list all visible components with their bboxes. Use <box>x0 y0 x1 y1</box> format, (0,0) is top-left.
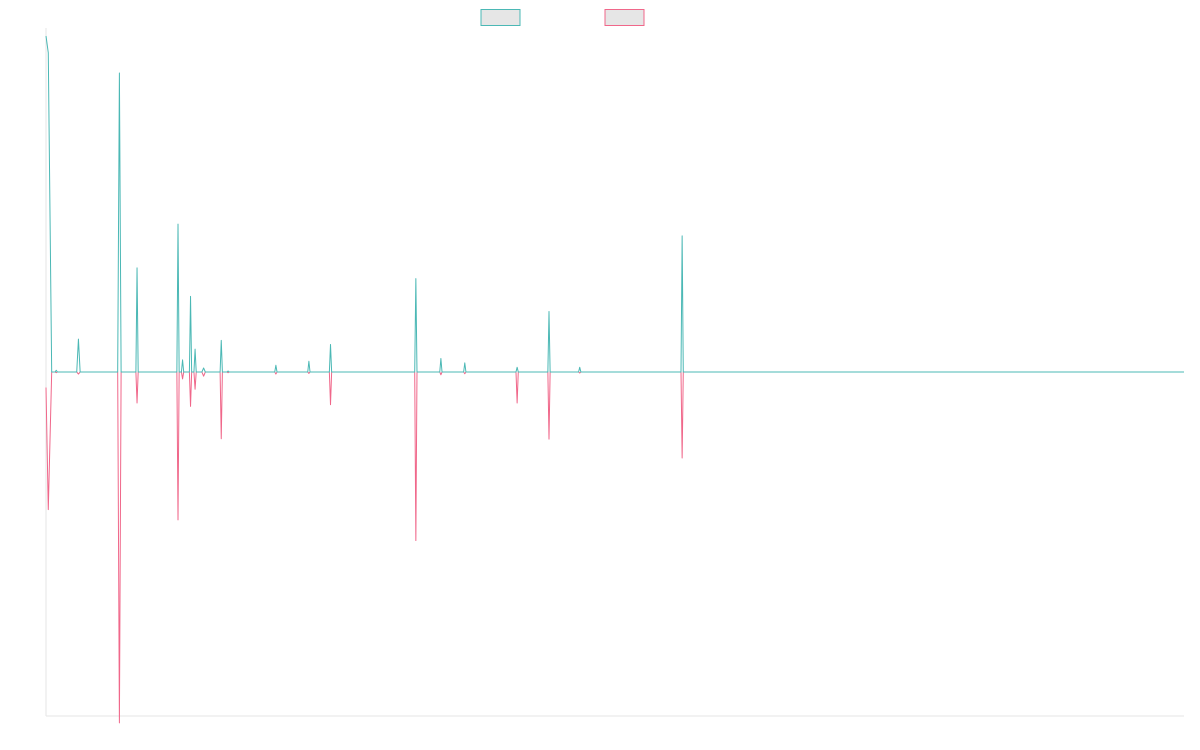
legend-swatch-2[interactable] <box>604 9 645 26</box>
chart-legend <box>480 9 645 26</box>
chart-axes <box>45 28 1184 717</box>
series-line-1 <box>45 35 1184 373</box>
legend-swatch-1[interactable] <box>480 9 521 26</box>
series-line-2 <box>45 371 1184 724</box>
chart-series-layer <box>45 35 1184 724</box>
